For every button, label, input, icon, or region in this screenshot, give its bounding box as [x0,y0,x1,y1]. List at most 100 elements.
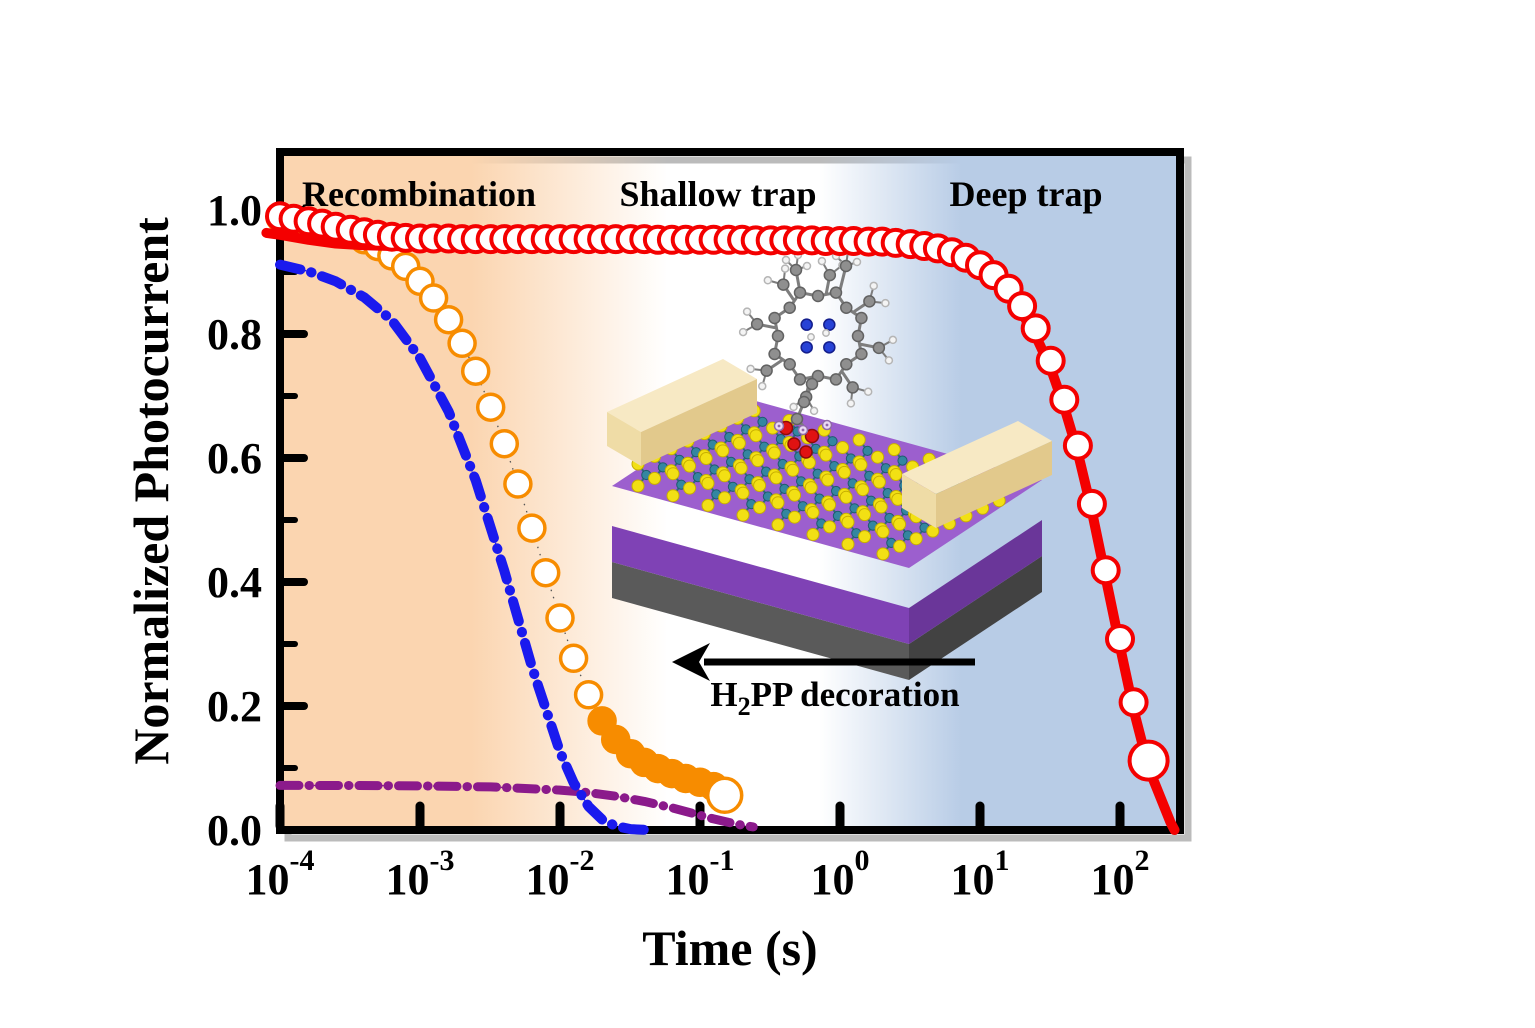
device-inset [607,246,1052,680]
h2pp-decorated-photocurrent-point [1020,313,1051,344]
oxygen-atom [799,445,813,459]
surface-charge-dot-center [801,428,805,432]
pristine-mos2-photocurrent-point [517,513,547,543]
nitrogen-atom [823,341,836,354]
h2pp-decorated-photocurrent-point [1007,291,1038,322]
pristine-mos2-photocurrent-point [530,557,561,588]
sulfur-atom [631,479,645,493]
hydrogen-atom [846,399,856,408]
carbon-atom [855,347,868,361]
carbon-atom [855,311,868,325]
x-tick-label: 10-1 [666,844,735,904]
sulfur-atom [837,465,851,479]
sulfur-atom [648,471,662,485]
carbon-atom [797,395,811,409]
right-electrode-end [902,474,936,528]
hydrogen-atom [852,257,862,267]
carbon-atom [840,358,853,371]
pristine-mos2-photocurrent-point [418,283,449,313]
nitrogen-atom [800,318,813,331]
sulfur-atom [769,471,783,485]
h2pp-decorated-photocurrent-point [1062,430,1093,461]
carbon-atom [829,373,843,386]
sulfur-atom [734,461,748,475]
sulfur-atom [909,532,923,546]
pristine-mos2-photocurrent-point [558,643,589,674]
carbon-atom [793,286,807,299]
carbon-atom [829,286,843,299]
hydrogen-atom [738,327,748,337]
pristine-mos2-photocurrent-point [489,428,520,459]
sulfur-atom [836,441,850,454]
hydrogen-atom [742,307,752,316]
y-tick-label: 0.4 [207,558,262,607]
y-tick-label: 0.6 [207,434,262,483]
sulfur-atom [852,433,866,447]
sulfur-atom [806,506,820,519]
carbon-atom [811,289,825,303]
sulfur-atom [771,518,785,532]
h2pp-decorated-photocurrent-point [1090,555,1121,586]
sulfur-atom [718,491,732,505]
sulfur-atom [666,467,680,481]
pristine-mos2-photocurrent-point [447,328,477,359]
sulfur-atom [804,481,818,495]
surface-charge-dot-center [825,423,829,427]
shallow-trap-label: Shallow trap [619,174,816,214]
sulfur-atom [858,508,872,522]
sulfur-atom [889,468,903,481]
base-side-face [909,556,1042,680]
hydrogen-atom [763,276,773,285]
sulfur-atom [771,496,785,510]
substrate-side-face [909,520,1042,644]
nitrogen-atom [823,318,836,331]
surface-charge-dot-center [777,424,781,428]
hydrogen-atom [781,255,791,265]
hydrogen-atom [863,387,873,396]
right-electrode-top [902,421,1052,494]
x-tick-label: 10-3 [386,844,455,904]
sulfur-atom [819,448,833,462]
electrodes [607,359,1052,528]
sulfur-atom [872,475,886,489]
hydrogen-atom [789,402,798,412]
sulfur-atom [871,450,885,464]
sulfur-atom [876,525,890,539]
left-arrowhead-icon [672,643,710,681]
y-tick-label: 1.0 [207,186,262,235]
y-tick-label: 0.8 [207,310,262,359]
molybdenum-atom [862,445,873,456]
carbon-atom [872,341,886,355]
h2pp-decorated-photocurrent-point [1049,384,1080,415]
pristine-mos2-photocurrent-point [573,680,604,710]
carbon-atom [840,301,853,314]
chart-layer [261,201,1180,835]
carbon-atom [768,311,781,325]
y-axis-label: Normalized Photocurrent [123,217,179,765]
hydrogen-atom [802,261,812,271]
hydrogen-atom [888,335,898,345]
sulfur-atom [732,436,746,450]
carbon-atom [846,381,859,394]
sulfur-atom [788,510,802,524]
sulfur-atom [823,520,837,534]
sulfur-atom [856,483,870,497]
molybdenum-atom [897,455,908,466]
sulfur-atom [718,469,732,483]
right-electrode-side [936,441,1052,528]
carbon-atom [823,268,837,282]
sulfur-atom [806,528,820,541]
carbon-atom [851,329,865,343]
sulfur-atom [767,446,781,460]
hydrogen-atom [817,256,827,266]
molybdenum-atom [757,416,768,427]
carbon-atom [789,263,803,277]
sulfur-atom [736,486,750,500]
sulfur-atom [736,508,750,522]
x-tick-label: 101 [951,844,1010,904]
carbon-atom [783,301,796,314]
carbon-atom [790,412,804,426]
sulfur-atom [841,515,855,529]
carbon-atom [750,317,764,331]
nitrogen-atom [800,341,813,354]
